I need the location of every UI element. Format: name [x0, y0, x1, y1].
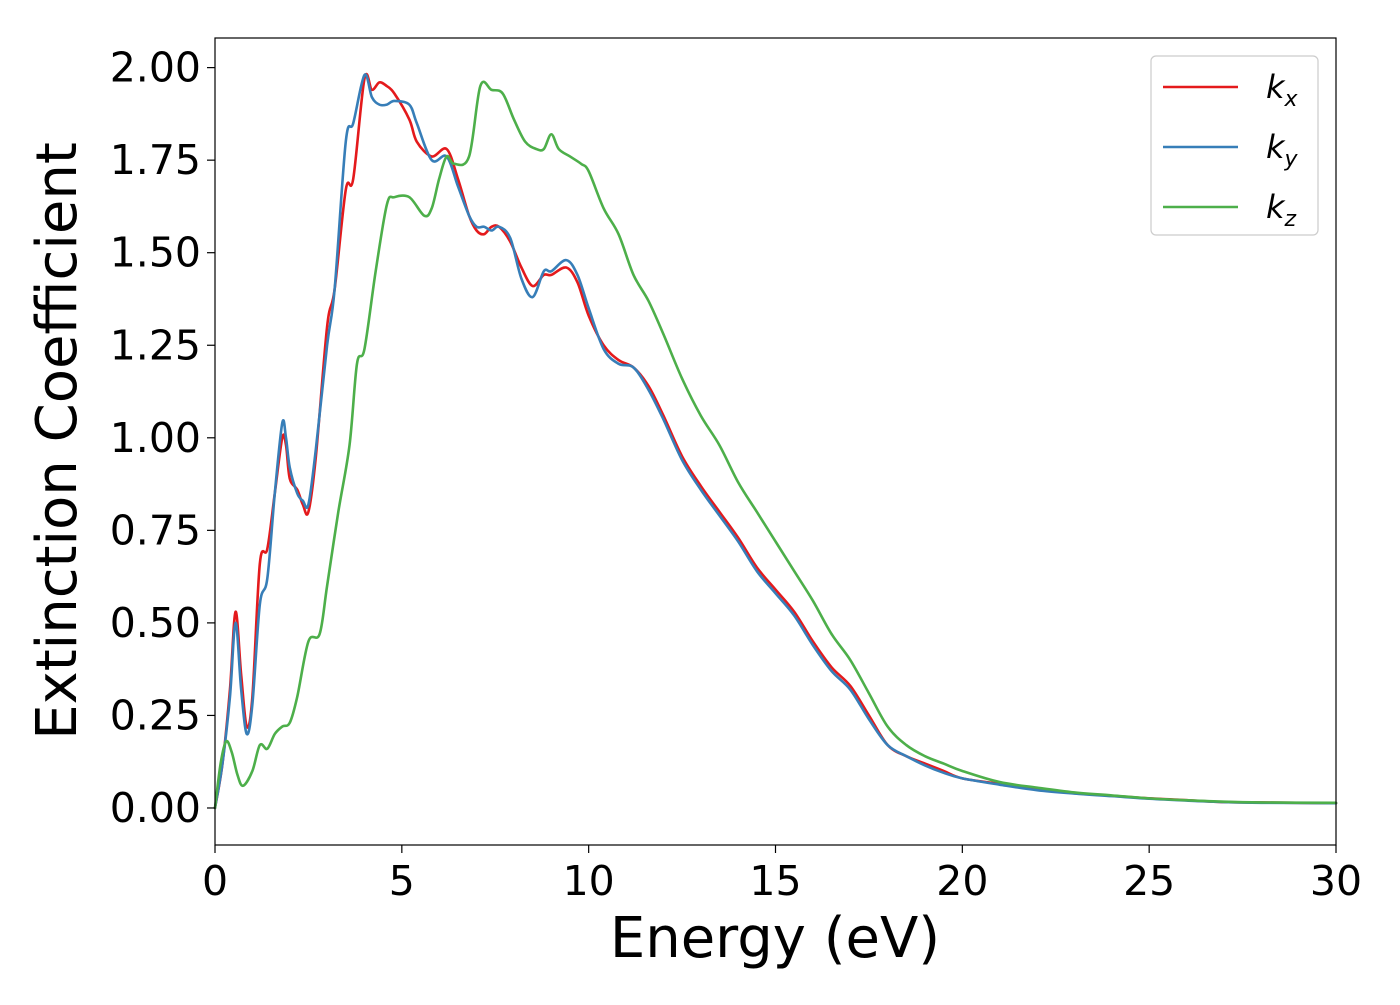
y-tick-label: 0.00 — [110, 784, 201, 832]
y-tick-label: 1.50 — [110, 229, 201, 277]
series-layer — [213, 72, 1338, 810]
y-tick-label: 1.75 — [110, 136, 201, 184]
x-axis-ticks: 0 5 10 15 20 25 30 — [202, 845, 1362, 905]
x-tick-label: 25 — [1123, 857, 1175, 905]
x-tick-label: 10 — [563, 857, 615, 905]
x-axis-title: Energy (eV) — [610, 906, 940, 971]
y-axis-title: Extinction Coefficient — [25, 142, 90, 740]
series-line-ky — [213, 73, 1338, 810]
x-tick-label: 20 — [936, 857, 988, 905]
x-tick-label: 5 — [389, 857, 415, 905]
y-tick-label: 0.75 — [110, 506, 201, 554]
y-tick-label: 1.25 — [110, 321, 201, 369]
x-tick-label: 15 — [749, 857, 801, 905]
y-tick-label: 0.50 — [110, 599, 201, 647]
x-tick-label: 30 — [1310, 857, 1362, 905]
legend-box — [1150, 55, 1319, 236]
y-axis-ticks: 0.00 0.25 0.50 0.75 1.00 1.25 1.50 1.75 2.00 — [110, 44, 215, 832]
x-tick-label: 0 — [202, 857, 228, 905]
y-tick-label: 1.00 — [110, 414, 201, 462]
series-line-kz — [213, 80, 1338, 810]
y-tick-label: 0.25 — [110, 691, 201, 739]
y-tick-label: 2.00 — [110, 44, 201, 92]
